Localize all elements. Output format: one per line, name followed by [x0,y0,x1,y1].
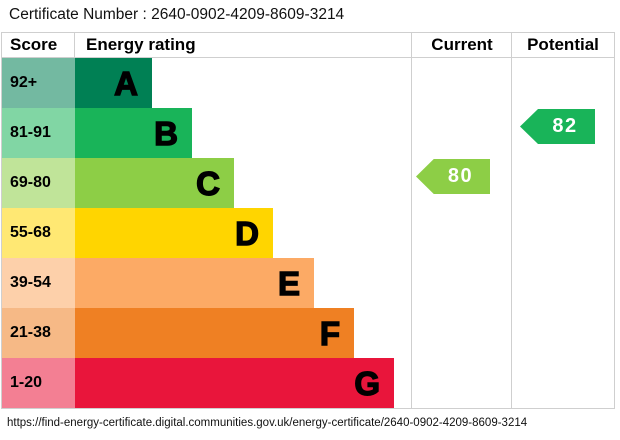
current-rating-value: 80 [447,165,474,187]
current-rating-arrow: 80 [416,159,490,194]
band-bar-g: G [75,358,394,408]
score-range: 55-68 [2,208,75,258]
header-potential: Potential [527,35,599,54]
band-bar-c: C [75,158,234,208]
header-current: Current [431,35,493,54]
band-letter: G [354,364,381,402]
band-letter: C [195,164,220,202]
column-divider-potential [511,33,512,408]
band-bar-cell: D [75,208,614,258]
band-row-c: 69-80 C [2,158,614,208]
chart-header-row: Score Energy rating Current Potential [2,33,614,58]
band-rows: 92+ A 81-91 B 69-80 C 55-68 D 39-54 E 21-38 F 1-20 G [2,58,614,408]
score-range: 92+ [2,58,75,108]
column-divider-current [411,33,412,408]
header-score: Score [2,33,75,57]
band-letter: A [113,64,138,102]
band-row-d: 55-68 D [2,208,614,258]
band-bar-d: D [75,208,273,258]
potential-rating-value: 82 [552,115,578,137]
score-range: 69-80 [2,158,75,208]
band-row-g: 1-20 G [2,358,614,408]
band-row-a: 92+ A [2,58,614,108]
band-row-f: 21-38 F [2,308,614,358]
score-range: 81-91 [2,108,75,158]
band-row-e: 39-54 E [2,258,614,308]
band-bar-a: A [75,58,152,108]
band-bar-f: F [75,308,354,358]
band-bar-cell: G [75,358,614,408]
band-bar-cell: C [75,158,614,208]
band-bar-cell: B [75,108,614,158]
band-letter: F [319,314,341,352]
band-row-b: 81-91 B [2,108,614,158]
band-letter: D [234,214,259,252]
energy-rating-chart: Score Energy rating Current Potential 92… [1,32,615,409]
score-range: 39-54 [2,258,75,308]
band-letter: B [153,114,178,152]
band-bar-cell: E [75,258,614,308]
band-bar-b: B [75,108,192,158]
certificate-number: Certificate Number : 2640-0902-4209-8609… [9,6,345,23]
band-bar-cell: F [75,308,614,358]
potential-rating-arrow: 82 [520,109,595,144]
score-range: 21-38 [2,308,75,358]
band-letter: E [277,264,300,302]
band-bar-cell: A [75,58,614,108]
header-energy-rating: Energy rating [86,35,196,54]
certificate-url: https://find-energy-certificate.digital.… [7,417,528,429]
score-range: 1-20 [2,358,75,408]
band-bar-e: E [75,258,314,308]
